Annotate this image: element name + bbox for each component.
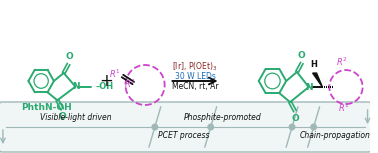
Text: Visible-light driven: Visible-light driven	[40, 114, 111, 123]
Text: $R^1$: $R^1$	[338, 102, 350, 114]
Circle shape	[289, 124, 295, 130]
Polygon shape	[313, 73, 322, 87]
Text: Phosphite-promoted: Phosphite-promoted	[184, 114, 261, 123]
Text: Chain-propagation: Chain-propagation	[300, 131, 370, 140]
Text: +: +	[99, 72, 113, 90]
Text: MeCN, rt, Ar: MeCN, rt, Ar	[172, 82, 218, 91]
Text: O: O	[298, 51, 306, 60]
Text: $R^1$: $R^1$	[109, 68, 121, 80]
Text: –OH: –OH	[95, 82, 113, 91]
Circle shape	[311, 124, 316, 130]
Text: PhthN-OH: PhthN-OH	[21, 103, 71, 112]
Text: [Ir], P(OEt)$_3$: [Ir], P(OEt)$_3$	[172, 61, 218, 73]
Text: N: N	[72, 82, 79, 91]
Text: O: O	[65, 52, 73, 61]
Text: PCET process: PCET process	[158, 131, 209, 140]
Text: H: H	[310, 60, 317, 69]
Text: $R^2$: $R^2$	[336, 56, 348, 68]
Text: O: O	[59, 112, 67, 121]
Circle shape	[208, 124, 214, 130]
Circle shape	[152, 124, 158, 130]
Text: $R^2$: $R^2$	[124, 78, 136, 90]
Text: 30 W LEDs: 30 W LEDs	[175, 71, 215, 80]
Text: O: O	[291, 114, 299, 123]
Text: N: N	[305, 83, 313, 91]
FancyBboxPatch shape	[0, 102, 372, 152]
